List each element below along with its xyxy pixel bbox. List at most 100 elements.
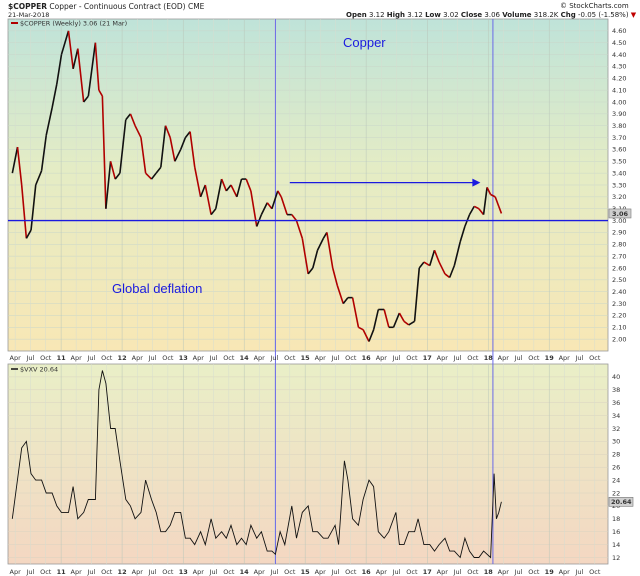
x-tick: Oct <box>528 568 540 576</box>
vix-y-tick: 26 <box>612 464 620 472</box>
open-label: Open <box>346 11 367 19</box>
price-line-segment <box>418 261 425 269</box>
price-y-tick: 3.00 <box>612 217 626 225</box>
price-y-tick: 4.30 <box>612 63 626 71</box>
price-line-segment <box>114 172 121 180</box>
vix-y-tick: 40 <box>612 373 620 381</box>
vix-y-tick: 12 <box>612 554 620 562</box>
price-line-segment <box>326 232 334 269</box>
x-tick: Oct <box>162 568 174 576</box>
price-line-segment <box>20 184 28 239</box>
price-y-tick: 4.50 <box>612 39 626 47</box>
x-tick: Apr <box>315 354 327 362</box>
price-line-segment <box>230 184 238 198</box>
x-tick: 11 <box>57 568 67 576</box>
vix-y-tick: 34 <box>612 412 620 420</box>
x-tick: Oct <box>101 354 113 362</box>
global-deflation-annotation: Global deflation <box>112 281 202 296</box>
price-line-segment <box>193 167 202 198</box>
x-tick: 16 <box>362 354 372 362</box>
x-tick: Jul <box>575 568 584 576</box>
x-tick: Oct <box>406 568 418 576</box>
price-line-segment <box>295 220 304 239</box>
x-tick: Jul <box>330 568 339 576</box>
price-line-segment <box>413 267 421 322</box>
x-tick: Jul <box>575 354 584 362</box>
x-tick: 12 <box>118 568 127 576</box>
price-y-tick: 3.50 <box>612 158 626 166</box>
vix-legend-text: $VXV 20.64 <box>20 366 58 374</box>
price-legend: $COPPER (Weekly) 3.06 (21 Mar) <box>11 20 127 28</box>
chart-header-title: $COPPER Copper - Continuous Contract (EO… <box>8 2 204 11</box>
price-line-segment <box>145 172 153 180</box>
x-tick: Jul <box>392 568 401 576</box>
x-tick: 14 <box>240 568 250 576</box>
x-tick: Jul <box>86 568 95 576</box>
x-tick: Apr <box>10 354 22 362</box>
close-label: Close <box>460 11 483 19</box>
high-label: High <box>386 11 406 19</box>
price-line-segment <box>174 149 182 162</box>
price-y-tick: 2.00 <box>612 335 626 343</box>
price-y-tick: 2.50 <box>612 276 626 284</box>
price-line-segment <box>72 48 79 69</box>
brand-logo: © StockCharts.com <box>560 2 629 10</box>
vix-y-tick: 32 <box>612 425 620 433</box>
price-line-segment <box>220 178 228 192</box>
x-tick: 13 <box>179 568 188 576</box>
ohlc-readout: Open 3.12 High 3.12 Low 3.02 Close 3.06 … <box>346 11 636 19</box>
open-value: 3.12 <box>368 11 385 19</box>
price-line-segment <box>67 30 74 69</box>
vix-y-tick: 14 <box>612 541 620 549</box>
price-line-segment <box>125 113 132 121</box>
price-y-tick: 2.10 <box>612 324 626 332</box>
x-tick: Oct <box>223 568 235 576</box>
x-tick: Oct <box>345 568 357 576</box>
x-tick: Apr <box>132 568 144 576</box>
price-y-tick: 3.70 <box>612 134 626 142</box>
low-label: Low <box>425 11 441 19</box>
x-tick: 13 <box>179 354 188 362</box>
x-tick: Jul <box>514 568 523 576</box>
price-line-segment <box>271 190 279 209</box>
x-tick: Apr <box>376 568 388 576</box>
price-line-segment <box>408 320 415 326</box>
price-line-segment <box>98 89 104 97</box>
x-tick: Jul <box>453 354 462 362</box>
price-line-segment <box>260 202 268 215</box>
x-tick: Apr <box>559 354 571 362</box>
price-line-segment <box>16 146 23 186</box>
x-tick: Apr <box>437 568 449 576</box>
x-tick: Oct <box>528 354 540 362</box>
x-tick: Apr <box>71 568 83 576</box>
price-line-segment <box>478 208 485 216</box>
price-line-segment <box>101 96 107 209</box>
x-tick: Apr <box>376 354 388 362</box>
x-tick: Oct <box>467 568 479 576</box>
vix-y-tick: 28 <box>612 451 620 459</box>
price-line-segment <box>316 238 325 251</box>
x-tick: Oct <box>345 354 357 362</box>
price-line-segment <box>403 320 410 326</box>
price-line-segment <box>473 205 480 210</box>
price-y-tick: 4.60 <box>612 27 626 35</box>
price-line-segment <box>482 187 488 215</box>
price-line-segment <box>351 297 360 328</box>
arrow-head-icon <box>472 178 481 187</box>
vix-current-value-box <box>608 497 634 507</box>
x-tick: 15 <box>301 354 311 362</box>
x-tick: Apr <box>254 568 266 576</box>
price-line-segment <box>392 312 401 328</box>
vix-y-tick: 24 <box>612 476 620 484</box>
x-tick: 16 <box>362 568 372 576</box>
x-tick: Jul <box>270 568 279 576</box>
price-line-segment <box>140 137 147 174</box>
vix-y-tick: 38 <box>612 386 620 394</box>
exchange-text: CME <box>187 2 205 11</box>
price-line-segment <box>184 131 191 139</box>
x-tick: Jul <box>209 568 218 576</box>
price-line-segment <box>342 297 349 305</box>
price-line-segment <box>429 249 436 266</box>
price-y-tick: 3.40 <box>612 169 626 177</box>
copper-annotation: Copper <box>343 35 386 50</box>
